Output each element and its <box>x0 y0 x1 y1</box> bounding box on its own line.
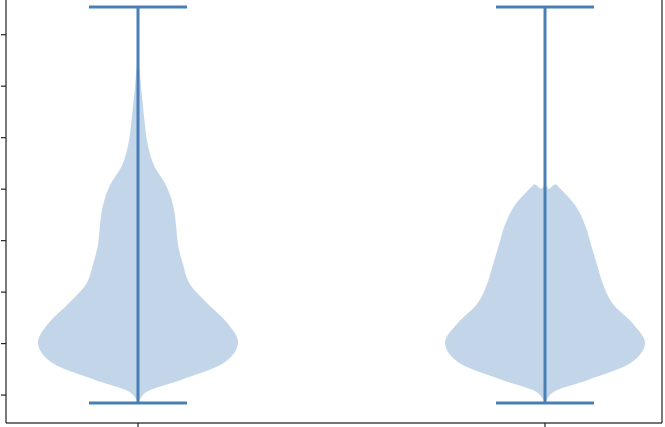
violins <box>37 0 646 405</box>
